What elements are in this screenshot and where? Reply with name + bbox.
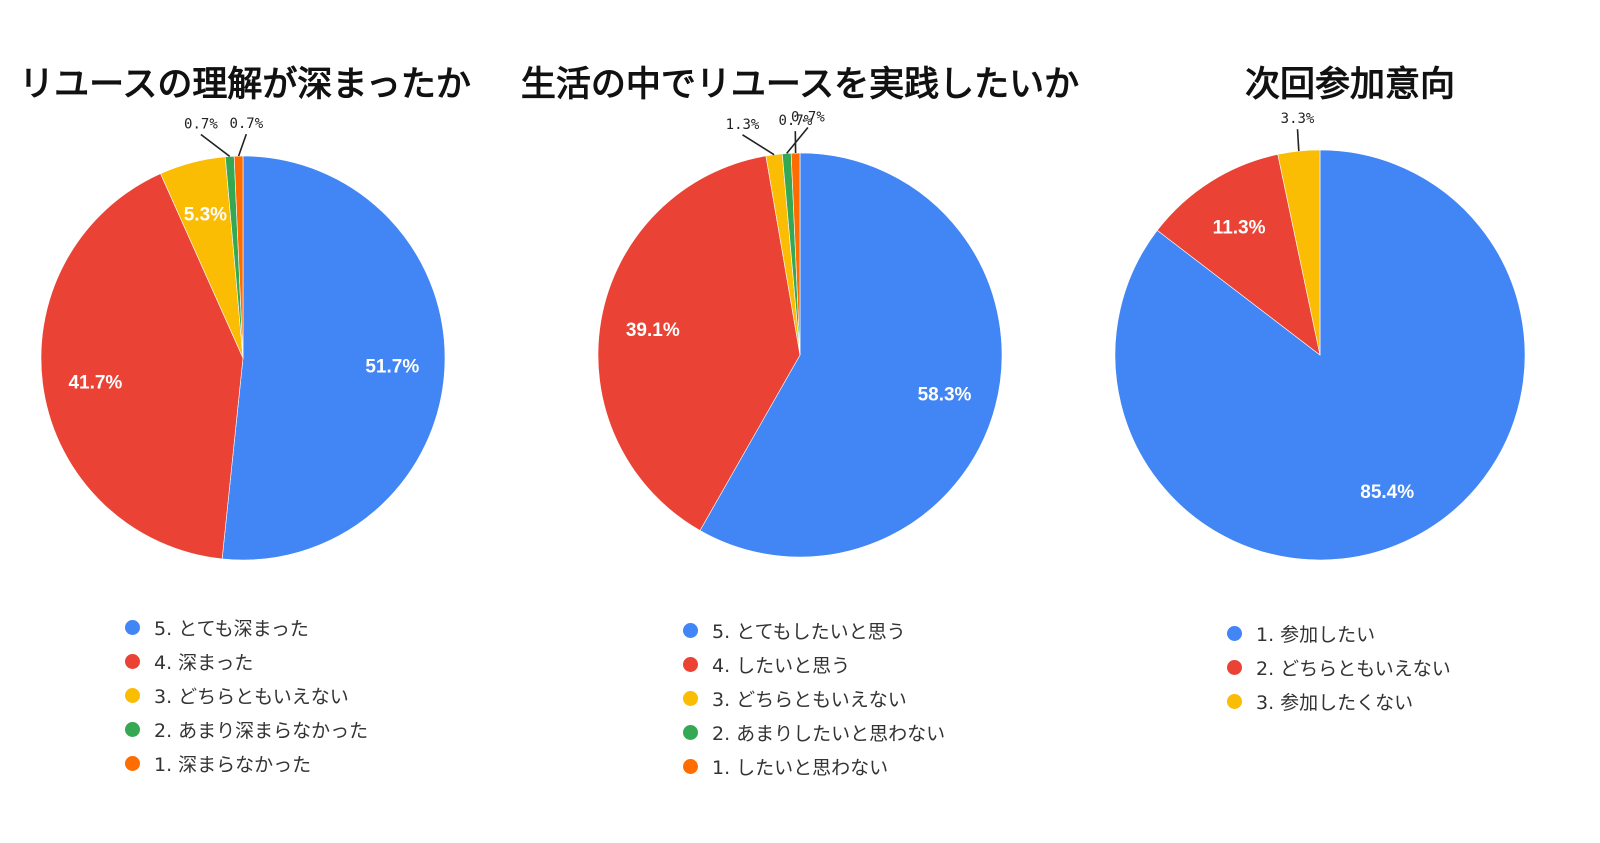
legend-swatch: [683, 690, 698, 706]
legend-item: 1. 参加したい: [1227, 616, 1451, 650]
pie-slice: [790, 152, 801, 356]
legend-item: 2. あまり深まらなかった: [125, 712, 368, 746]
legend-swatch: [1227, 659, 1242, 675]
legend-swatch: [683, 724, 698, 740]
legend-label: 3. どちらともいえない: [154, 685, 349, 708]
legend-label: 5. とてもしたいと思う: [712, 620, 906, 643]
legend-label: 4. したいと思う: [712, 654, 851, 677]
leader-line: [786, 126, 809, 154]
legend-label: 1. 参加したい: [1256, 623, 1376, 646]
legend-swatch: [125, 721, 140, 737]
slice-value-label: 85.4%: [1360, 482, 1414, 503]
legend-swatch: [125, 755, 140, 771]
pie-chart-plot: 58.3% 39.1% 1.3% 0.7%0.7%: [597, 110, 1003, 558]
pie-slice: [40, 173, 244, 560]
legend-item: 2. どちらともいえない: [1227, 650, 1451, 684]
legend-swatch: [683, 656, 698, 672]
slice-value-label: 39.1%: [626, 320, 680, 341]
pie-chart-plot: 85.4% 11.3% 3.3%: [1114, 111, 1526, 561]
slice-value-label: 3.3%: [1281, 111, 1315, 127]
pie-chart-practice: 生活の中でリユースを実践したいか 58.3% 39.1% 1.3% 0.7% 0.7% …: [520, 0, 1080, 843]
legend-swatch: [683, 758, 698, 774]
chart-title: 生活の中でリユースを実践したいか: [520, 65, 1080, 105]
legend-item: 3. 参加したくない: [1227, 684, 1451, 718]
legend-label: 4. 深まった: [154, 651, 254, 674]
legend-label: 1. したいと思わない: [712, 756, 889, 779]
chart-legend: 1. 参加したい 2. どちらともいえない 3. 参加したくない: [1227, 616, 1451, 718]
pie-slice: [1156, 154, 1321, 356]
chart-title: リユースの理解が深まったか: [19, 65, 471, 105]
legend-label: 3. どちらともいえない: [712, 688, 907, 711]
pie-slice: [699, 152, 1003, 558]
legend-item: 3. どちらともいえない: [683, 681, 945, 715]
legend-item: 4. 深まった: [125, 644, 368, 678]
pie-slice: [233, 155, 244, 359]
legend-label: 2. どちらともいえない: [1256, 657, 1451, 680]
legend-swatch: [125, 653, 140, 669]
legend-label: 5. とても深まった: [154, 617, 309, 640]
legend-swatch: [1227, 693, 1242, 709]
legend-swatch: [1227, 625, 1242, 641]
slice-value-label: 1.3%: [726, 117, 760, 133]
pie-slice: [597, 155, 801, 531]
leader-line: [742, 134, 775, 156]
leader-line: [200, 133, 231, 158]
legend-swatch: [683, 622, 698, 638]
chart-legend: 5. とてもしたいと思う 4. したいと思う 3. どちらともいえない 2. あまりし…: [683, 613, 945, 783]
legend-item: 3. どちらともいえない: [125, 678, 368, 712]
legend-item: 5. とても深まった: [125, 610, 368, 644]
chart-title: 次回参加意向: [1244, 65, 1455, 105]
slice-value-label: 58.3%: [918, 384, 972, 405]
legend-item: 4. したいと思う: [683, 647, 945, 681]
pie-chart-plot: 51.7% 41.7% 5.3% 0.7% 0.7%: [40, 116, 446, 561]
leader-line: [237, 133, 248, 157]
slice-value-label: 41.7%: [68, 373, 122, 394]
legend-swatch: [125, 619, 140, 635]
legend-label: 1. 深まらなかった: [154, 753, 312, 776]
slice-value-label: 51.7%: [365, 357, 419, 378]
pie-chart-next-participation: 次回参加意向 85.4% 11.3% 3.3% 1. 参加したい 2. どちらともいえ…: [1100, 0, 1600, 843]
slice-value-label: 5.3%: [184, 204, 227, 225]
legend-swatch: [125, 687, 140, 703]
legend-item: 5. とてもしたいと思う: [683, 613, 945, 647]
chart-legend: 5. とても深まった 4. 深まった 3. どちらともいえない 2. あまり深まらなか…: [125, 610, 368, 780]
slice-value-label: 11.3%: [1213, 218, 1266, 239]
legend-label: 3. 参加したくない: [1256, 691, 1414, 714]
legend-label: 2. あまりしたいと思わない: [712, 722, 946, 745]
legend-item: 2. あまりしたいと思わない: [683, 715, 945, 749]
pie-chart-understanding: リユースの理解が深まったか 51.7% 41.7% 5.3% 0.7% 0.7% 5. …: [0, 0, 490, 843]
slice-value-label: 0.7%: [791, 110, 825, 126]
leader-line: [1296, 129, 1300, 152]
legend-label: 2. あまり深まらなかった: [154, 719, 369, 742]
slice-value-label: 0.7%: [229, 116, 263, 132]
legend-item: 1. 深まらなかった: [125, 746, 368, 780]
legend-item: 1. したいと思わない: [683, 749, 945, 783]
pie-slice: [221, 155, 446, 561]
slice-value-label: 0.7%: [184, 117, 218, 133]
slice-value-label: 0.7%: [778, 113, 812, 129]
